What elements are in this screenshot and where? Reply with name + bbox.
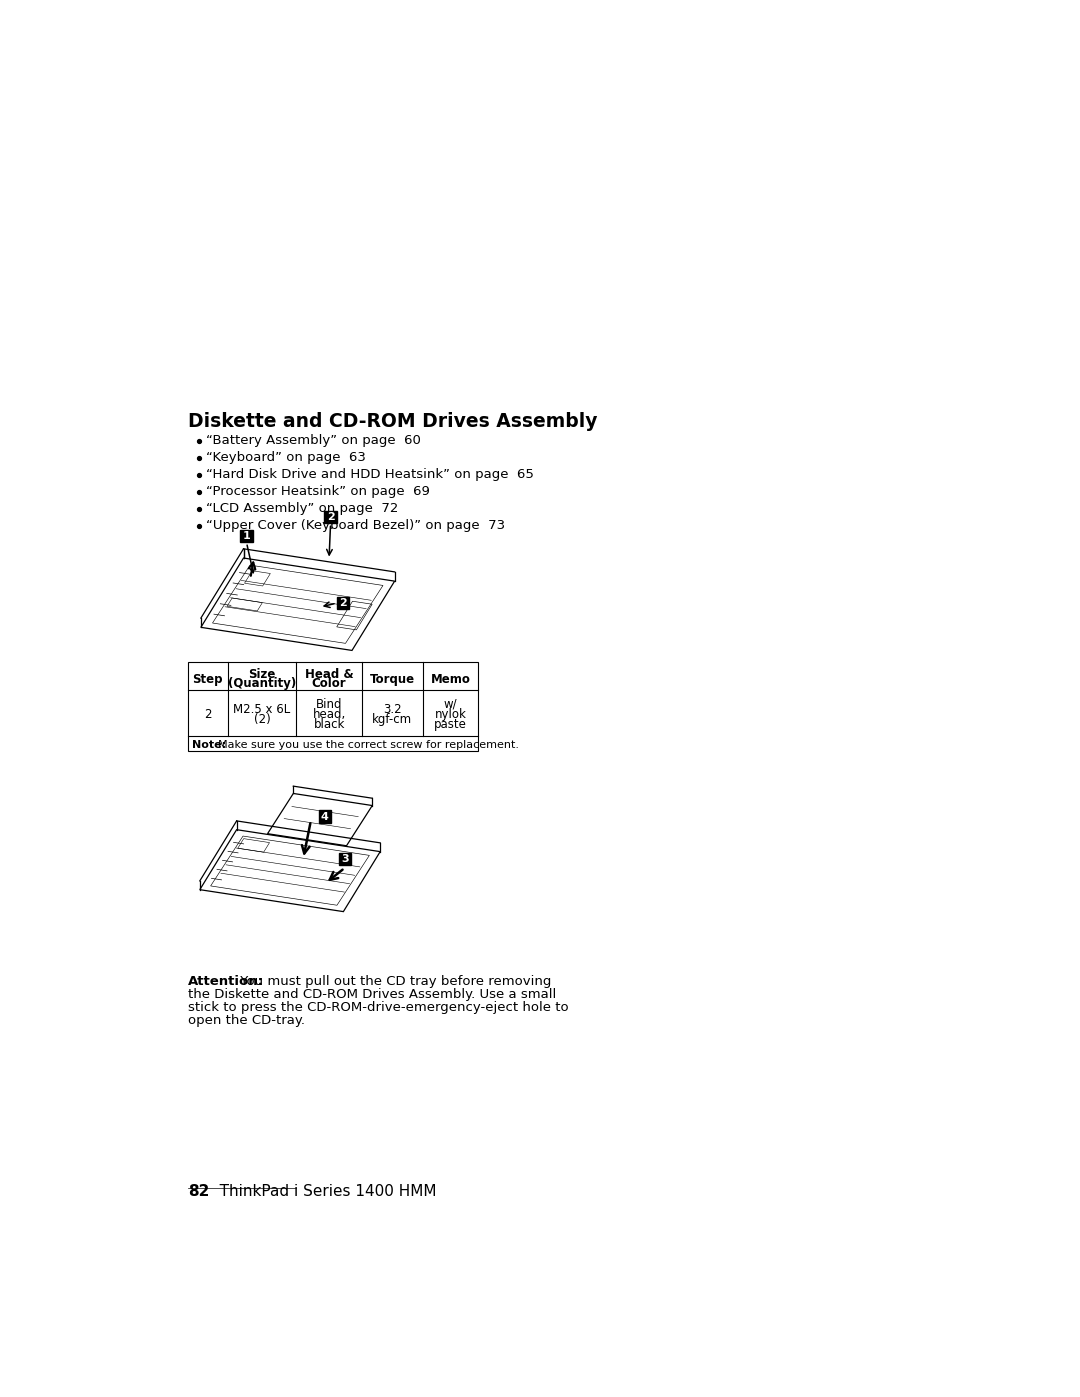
Text: Bind: Bind: [315, 697, 342, 711]
Text: Torque: Torque: [369, 673, 415, 686]
Text: head,: head,: [312, 708, 346, 721]
Text: Diskette and CD-ROM Drives Assembly: Diskette and CD-ROM Drives Assembly: [188, 412, 597, 432]
Text: Attention:: Attention:: [188, 975, 264, 988]
Text: 2: 2: [204, 708, 212, 721]
FancyBboxPatch shape: [324, 511, 337, 524]
FancyBboxPatch shape: [240, 529, 253, 542]
Bar: [188, 662, 478, 752]
Text: You must pull out the CD tray before removing: You must pull out the CD tray before rem…: [235, 975, 551, 988]
Text: stick to press the CD-ROM-drive-emergency-eject hole to: stick to press the CD-ROM-drive-emergenc…: [188, 1000, 568, 1014]
Text: “LCD Assembly” on page  72: “LCD Assembly” on page 72: [206, 502, 399, 515]
Text: w/: w/: [444, 697, 457, 711]
Text: kgf-cm: kgf-cm: [373, 712, 413, 726]
Text: Note:: Note:: [191, 740, 226, 750]
Text: 4: 4: [321, 812, 328, 821]
FancyBboxPatch shape: [338, 852, 351, 865]
Text: 3.2: 3.2: [383, 703, 402, 715]
Text: “Hard Disk Drive and HDD Heatsink” on page  65: “Hard Disk Drive and HDD Heatsink” on pa…: [206, 468, 535, 481]
Text: 1: 1: [243, 531, 251, 541]
Text: “Upper Cover (Keyboard Bezel)” on page  73: “Upper Cover (Keyboard Bezel)” on page 7…: [206, 518, 505, 532]
Text: M2.5 x 6L: M2.5 x 6L: [233, 703, 291, 715]
Text: Memo: Memo: [431, 673, 471, 686]
Text: paste: paste: [434, 718, 467, 731]
FancyBboxPatch shape: [337, 597, 349, 609]
Text: ThinkPad i Series 1400 HMM: ThinkPad i Series 1400 HMM: [205, 1183, 436, 1199]
Text: Size: Size: [248, 668, 275, 682]
Text: black: black: [313, 718, 345, 731]
Text: (Quantity): (Quantity): [228, 678, 296, 690]
Text: Step: Step: [192, 673, 224, 686]
Text: Color: Color: [312, 678, 347, 690]
Text: 82: 82: [188, 1183, 210, 1199]
Text: “Processor Heatsink” on page  69: “Processor Heatsink” on page 69: [206, 485, 430, 497]
Text: (2): (2): [254, 712, 270, 726]
Text: nylok: nylok: [434, 708, 467, 721]
Text: 2: 2: [339, 598, 347, 608]
Text: 2: 2: [326, 513, 335, 522]
Text: open the CD-tray.: open the CD-tray.: [188, 1014, 305, 1027]
Text: “Keyboard” on page  63: “Keyboard” on page 63: [206, 451, 366, 464]
Text: “Battery Assembly” on page  60: “Battery Assembly” on page 60: [206, 434, 421, 447]
Text: Make sure you use the correct screw for replacement.: Make sure you use the correct screw for …: [218, 740, 518, 750]
Text: 3: 3: [341, 854, 349, 863]
Text: Head &: Head &: [305, 668, 353, 682]
FancyBboxPatch shape: [319, 810, 332, 823]
Text: the Diskette and CD-ROM Drives Assembly. Use a small: the Diskette and CD-ROM Drives Assembly.…: [188, 988, 556, 1000]
